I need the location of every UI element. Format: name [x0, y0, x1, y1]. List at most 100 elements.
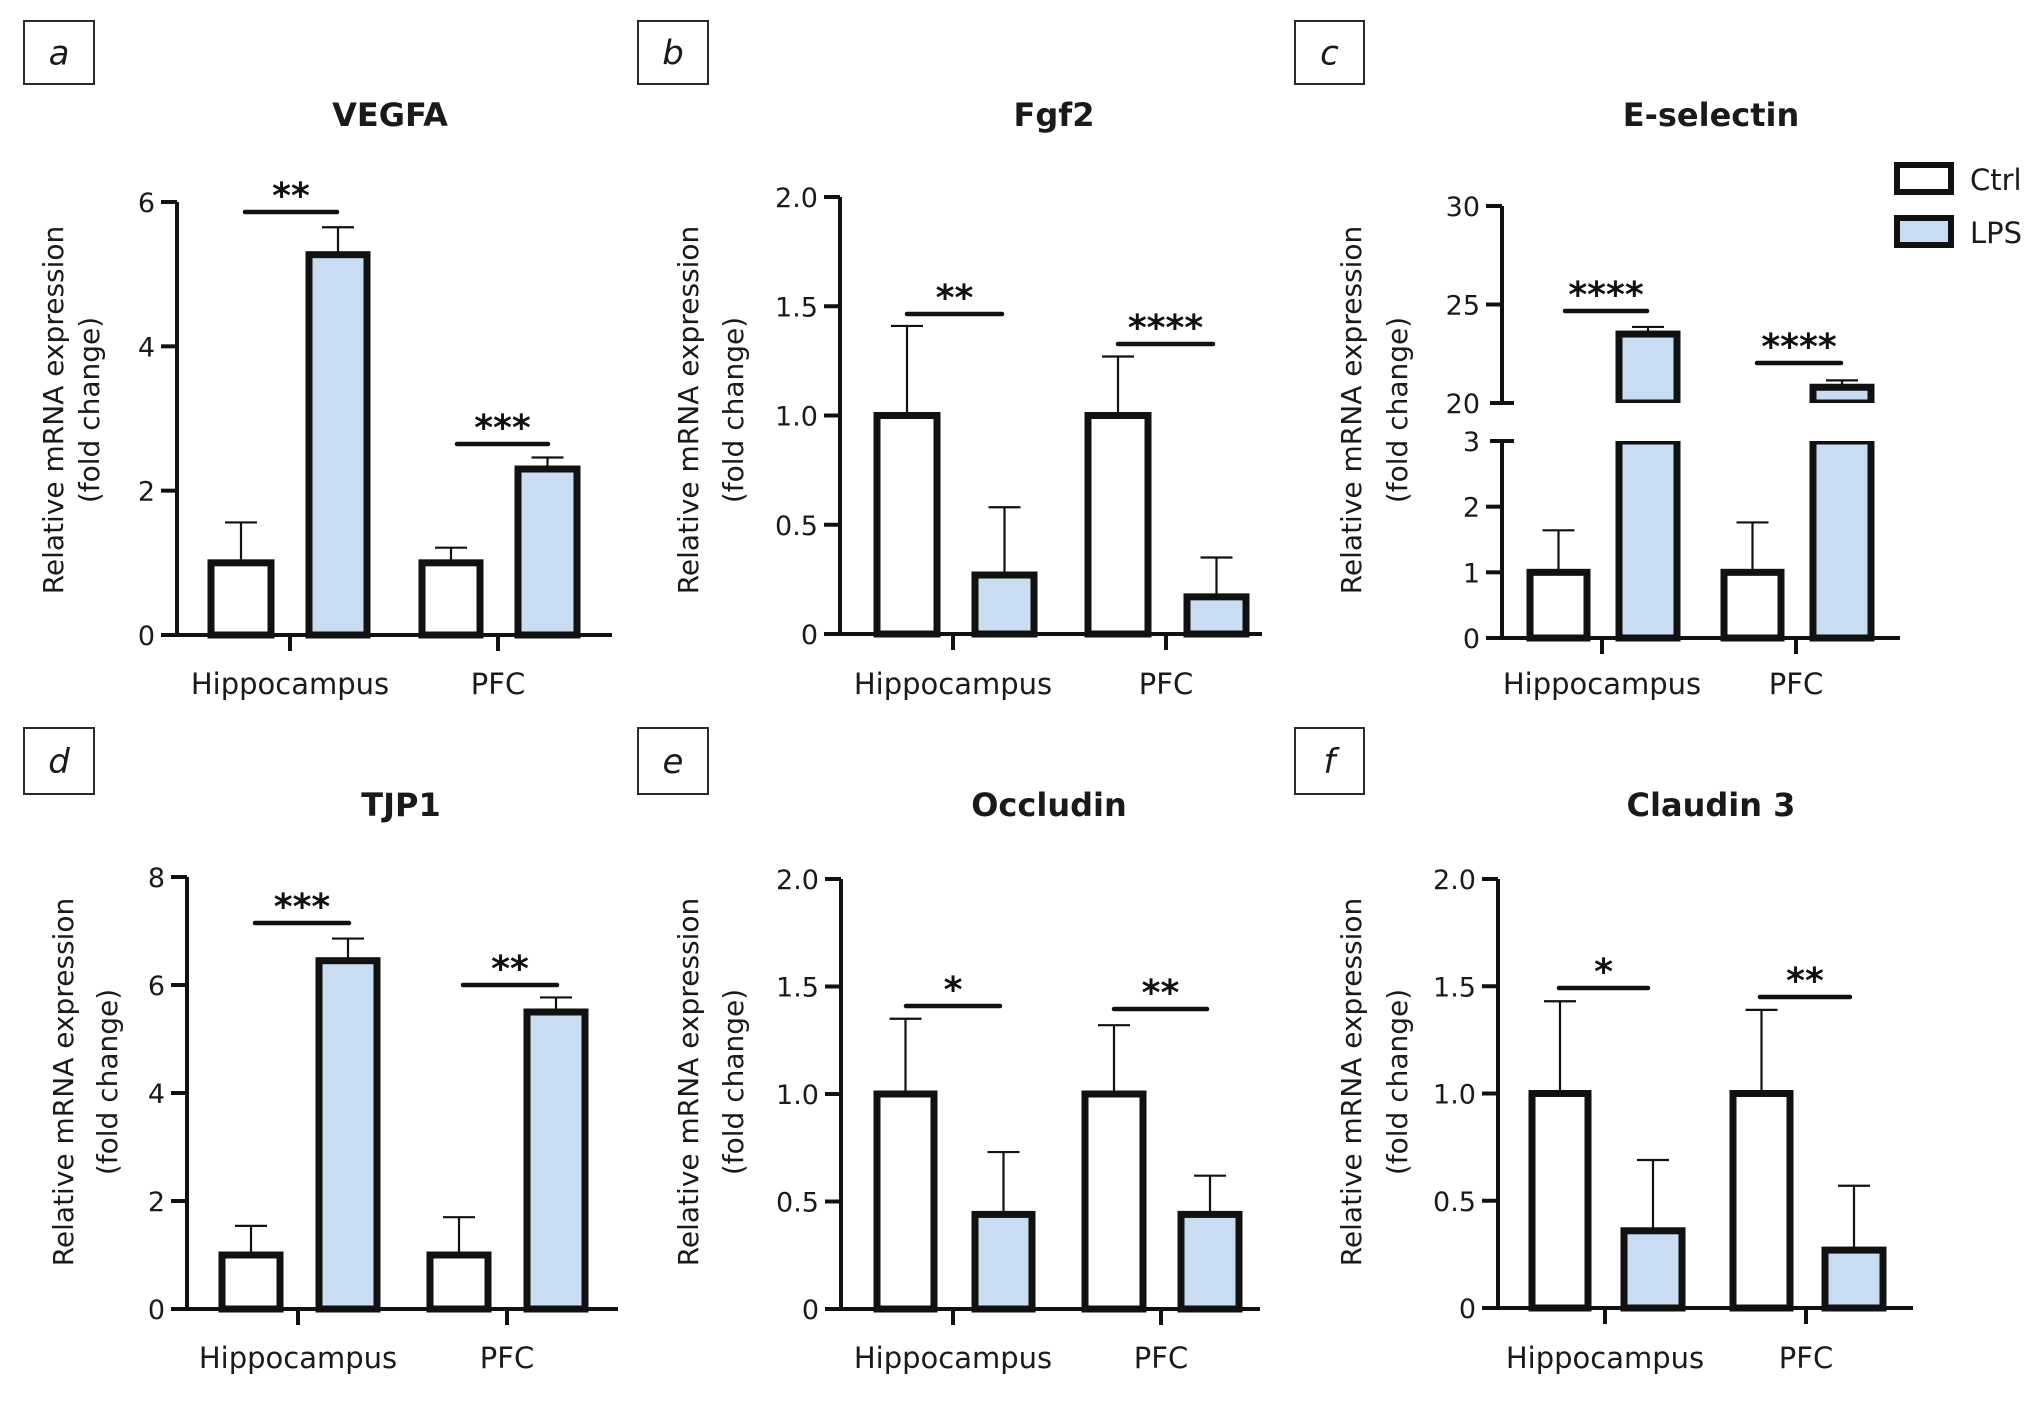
bar-ctrl-hippocampus [1528, 1090, 1592, 1312]
bar-ctrl-pfc [1720, 568, 1785, 642]
panel-label: e [663, 742, 684, 782]
significance-label: **** [1128, 308, 1203, 349]
y-tick-label: 1.0 [775, 402, 818, 433]
x-tick-label: Hippocampus [199, 1341, 397, 1375]
y-tick-label: 0.5 [1433, 1187, 1476, 1218]
significance-label: *** [274, 887, 331, 928]
y-axis-label: Relative mRNA expression [672, 226, 705, 595]
y-tick-label: 20 [1446, 389, 1480, 420]
y-tick-label: 0 [802, 1295, 819, 1326]
y-tick-label: 2 [1463, 493, 1480, 524]
significance-label: *** [474, 408, 531, 449]
y-axis-label: Relative mRNA expression [47, 898, 80, 1267]
bar-ctrl-pfc [418, 559, 484, 639]
y-tick-label: 0 [1463, 624, 1480, 655]
bar-ctrl-hippocampus [218, 1251, 284, 1313]
panel-label: b [662, 34, 684, 74]
bar-lps-hippocampus [971, 571, 1038, 638]
legend: Ctrl LPS [1894, 162, 2022, 250]
panel-label-box [637, 20, 709, 85]
x-tick-label: PFC [480, 1341, 534, 1375]
bar-ctrl-hippocampus [1526, 568, 1591, 642]
y-axis-label: Relative mRNA expression [672, 898, 705, 1267]
bar-lps-pfc [1183, 593, 1250, 638]
y-tick-label: 0 [138, 621, 155, 652]
y-axis-label-units: (fold change) [717, 989, 750, 1175]
y-tick-label: 30 [1446, 192, 1480, 223]
y-axis-label-units: (fold change) [1381, 989, 1414, 1175]
y-axis-label-units: (fold change) [1381, 317, 1414, 503]
panel-label: a [49, 34, 70, 74]
y-tick-label: 4 [148, 1079, 165, 1110]
bar-lps-pfc-lower [1809, 437, 1875, 642]
chart-title: VEGFA [332, 96, 448, 134]
chart-title: E-selectin [1623, 96, 1800, 134]
y-tick-label: 2 [148, 1187, 165, 1218]
significance-label: ** [936, 278, 974, 319]
panel-label-box [23, 727, 95, 795]
x-tick-label: PFC [1769, 667, 1823, 701]
bar-lps-pfc [514, 465, 581, 639]
bar-ctrl-pfc [426, 1251, 492, 1313]
legend-swatch-ctrl [1894, 162, 1954, 195]
y-tick-label: 2 [138, 477, 155, 508]
y-tick-label: 1.0 [776, 1080, 819, 1111]
y-tick-label: 1.5 [775, 292, 818, 323]
y-axis-label: Relative mRNA expression [37, 226, 70, 595]
chart-title: Claudin 3 [1627, 786, 1796, 824]
y-tick-label: 8 [148, 863, 165, 894]
axis-break-gap [1615, 403, 1681, 441]
legend-swatch-lps [1894, 215, 1954, 248]
bar-ctrl-pfc [1084, 412, 1152, 638]
y-axis-label-units: (fold change) [91, 989, 124, 1175]
bar-ctrl-hippocampus [873, 1090, 938, 1313]
y-tick-label: 6 [148, 971, 165, 1002]
significance-label: **** [1568, 275, 1643, 316]
y-tick-label: 0 [148, 1295, 165, 1326]
significance-label: * [1594, 952, 1613, 993]
x-tick-label: Hippocampus [1503, 667, 1701, 701]
y-tick-label: 3 [1463, 427, 1480, 458]
panel-label-box [1294, 20, 1365, 85]
bar-ctrl-hippocampus [207, 559, 275, 639]
axis-break-gap [1809, 435, 1875, 441]
bar-lps-hippocampus [315, 957, 381, 1313]
bar-lps-hippocampus [971, 1210, 1036, 1313]
bar-ctrl-pfc [1081, 1090, 1147, 1313]
panel-c: c E-selectin Relative mRNA expression (fold… [1294, 20, 2022, 701]
panel-d: d TJP1 Relative mRNA expression (fold chang… [23, 727, 618, 1375]
axis-break-gap [1615, 435, 1681, 441]
x-tick-label: Hippocampus [191, 667, 389, 701]
chart-title: Occludin [971, 786, 1127, 824]
panel-b: b Fgf2 Relative mRNA expression (fold chang… [637, 20, 1262, 701]
significance-label: ** [272, 176, 310, 217]
y-tick-label: 2.0 [775, 183, 818, 214]
bar-lps-hippocampus [305, 251, 371, 639]
bar-ctrl-hippocampus [873, 412, 941, 638]
y-tick-label: 0.5 [776, 1188, 819, 1219]
x-tick-label: PFC [471, 667, 525, 701]
legend-label: LPS [1970, 216, 2022, 250]
y-tick-label: 2.0 [776, 865, 819, 896]
panel-label-box [637, 727, 709, 795]
panel-a: a VEGFA Relative mRNA expression (fold chan… [23, 20, 612, 701]
y-tick-label: 6 [138, 188, 155, 219]
y-tick-label: 0 [801, 620, 818, 651]
chart-title: TJP1 [361, 786, 440, 824]
axis-break-gap [1809, 403, 1875, 441]
y-tick-label: 4 [138, 332, 155, 363]
x-tick-label: PFC [1779, 1341, 1833, 1375]
legend-label: Ctrl [1970, 163, 2022, 197]
bar-lps-pfc-upper [1809, 383, 1875, 407]
y-axis-label: Relative mRNA expression [1335, 226, 1368, 595]
significance-label: ** [491, 949, 529, 990]
y-tick-label: 2.0 [1433, 865, 1476, 896]
bar-lps-hippocampus-upper [1615, 330, 1681, 407]
bar-lps-pfc [523, 1008, 589, 1313]
y-tick-label: 1.5 [1433, 972, 1476, 1003]
bar-lps-pfc [1821, 1246, 1887, 1312]
x-tick-label: PFC [1139, 667, 1193, 701]
panel-label: c [1320, 34, 1339, 74]
